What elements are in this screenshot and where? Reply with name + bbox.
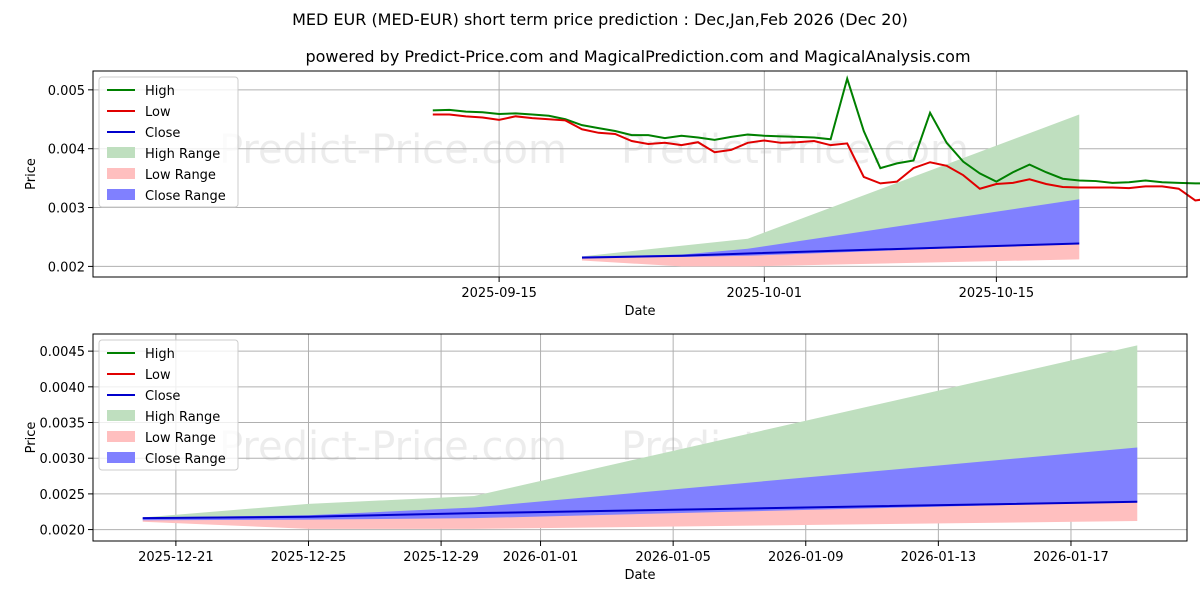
- high-line: [432, 75, 1200, 185]
- x-tick-label: 2026-01-05: [635, 550, 711, 565]
- x-tick-label: 2026-01-09: [768, 550, 844, 565]
- chart-title: MED EUR (MED-EUR) short term price predi…: [292, 10, 908, 29]
- legend-label-high: High: [145, 347, 175, 362]
- legend-label-close: Close: [145, 389, 180, 404]
- x-tick-label: 2025-09-15: [461, 286, 537, 301]
- x-tick-label: 2026-01-17: [1033, 550, 1109, 565]
- legend-swatch-close-range: [107, 189, 135, 200]
- x-tick-label: 2025-10-01: [727, 286, 803, 301]
- x-tick-label: 2025-12-21: [138, 550, 214, 565]
- x-tick-label: 2026-01-01: [503, 550, 579, 565]
- legend-label-low-range: Low Range: [145, 168, 216, 183]
- low-line: [432, 113, 1200, 202]
- x-tick-label: 2025-12-25: [271, 550, 347, 565]
- y-tick-label: 0.0020: [40, 524, 86, 539]
- legend-swatch-high-range: [107, 410, 135, 421]
- x-tick-label: 2025-10-15: [959, 286, 1035, 301]
- top-chart: Predict-Price.com Predict-Price.com 2025-0…: [24, 70, 1200, 319]
- bottom-chart: Predict-Price.comPredict-Price.com2025-1…: [24, 333, 1188, 583]
- y-tick-label: 0.0040: [40, 381, 86, 396]
- y-tick-label: 0.0030: [40, 452, 86, 467]
- x-tick-label: 2025-12-29: [403, 550, 479, 565]
- legend-label-low: Low: [145, 105, 171, 120]
- y-tick-label: 0.0035: [40, 417, 86, 432]
- legend-label-high: High: [145, 84, 175, 99]
- legend-label-close-range: Close Range: [145, 189, 226, 204]
- legend-swatch-close-range: [107, 452, 135, 463]
- y-axis-label: Price: [24, 422, 39, 454]
- legend-label-close: Close: [145, 126, 180, 141]
- legend-swatch-low-range: [107, 168, 135, 179]
- close-line: [581, 242, 1080, 259]
- close-range-band: [142, 447, 1138, 521]
- legend-label-low: Low: [145, 368, 171, 383]
- watermark-1: Predict-Price.com: [219, 127, 567, 173]
- y-tick-label: 0.0045: [40, 345, 86, 360]
- x-tick-label: 2026-01-13: [901, 550, 977, 565]
- legend-label-close-range: Close Range: [145, 452, 226, 467]
- watermark-2: Predict-Price.com: [621, 127, 969, 173]
- close-line: [142, 500, 1138, 520]
- low-range-band: [581, 243, 1080, 267]
- legend-swatch-high-range: [107, 147, 135, 158]
- legend-swatch-low-range: [107, 431, 135, 442]
- x-axis-label: Date: [624, 568, 655, 583]
- y-tick-label: 0.003: [48, 202, 85, 217]
- y-axis-label: Price: [24, 158, 39, 190]
- y-tick-label: 0.005: [48, 84, 85, 99]
- legend-label-low-range: Low Range: [145, 431, 216, 446]
- legend-label-high-range: High Range: [145, 147, 220, 162]
- x-axis-label: Date: [624, 304, 655, 319]
- y-tick-label: 0.002: [48, 260, 85, 275]
- low-range-band: [142, 501, 1138, 529]
- close-range-band: [581, 199, 1080, 258]
- watermark-1: Predict-Price.com: [219, 424, 567, 470]
- plot-frame: [92, 333, 1188, 542]
- y-tick-label: 0.004: [48, 143, 85, 158]
- plot-frame: [92, 70, 1188, 278]
- y-tick-label: 0.0025: [40, 488, 86, 503]
- legend-label-high-range: High Range: [145, 410, 220, 425]
- chart-subtitle: powered by Predict-Price.com and Magical…: [305, 47, 970, 66]
